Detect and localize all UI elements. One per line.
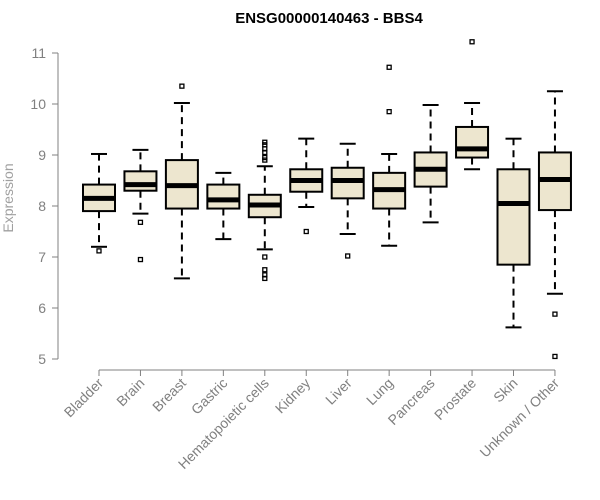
box-lung — [372, 64, 407, 247]
outlier-point — [386, 109, 392, 115]
iqr-box — [330, 166, 365, 200]
y-axis-label: Expression — [0, 163, 16, 232]
outlier-point — [552, 353, 558, 360]
outlier-point — [262, 154, 268, 161]
outlier-point — [137, 256, 144, 263]
iqr-box — [496, 168, 531, 266]
box-prostate — [455, 39, 490, 171]
outlier-point — [469, 39, 475, 45]
iqr-box — [123, 170, 158, 192]
y-tick-label: 11 — [31, 45, 46, 61]
box-unknown-other — [537, 90, 572, 360]
chart-title: ENSG00000140463 - BBS4 — [235, 10, 423, 27]
x-tick-label: Kidney — [272, 375, 314, 417]
outlier-point — [137, 219, 144, 225]
box-brain — [123, 148, 158, 263]
box-liver — [330, 142, 365, 259]
outlier-point — [386, 64, 392, 70]
x-tick-label: Bladder — [61, 375, 107, 421]
box-pancreas — [413, 104, 448, 224]
iqr-box — [455, 125, 490, 159]
outlier-point — [345, 253, 351, 259]
y-tick-label: 10 — [30, 96, 46, 112]
outlier-point — [303, 228, 309, 235]
x-tick-label: Prostate — [431, 375, 479, 423]
outlier-point — [262, 267, 268, 273]
x-tick-label: Liver — [322, 375, 355, 408]
outlier-point — [262, 146, 268, 152]
x-tick-label: Unknown / Other — [476, 375, 562, 461]
box-breast — [164, 83, 199, 280]
box-skin — [496, 137, 531, 329]
outlier-point — [96, 248, 102, 254]
outlier-point — [262, 139, 268, 145]
y-tick-label: 6 — [38, 300, 46, 316]
outlier-point — [262, 272, 268, 278]
x-tick-label: Skin — [490, 375, 521, 406]
outlier-point — [552, 311, 558, 317]
iqr-box — [206, 183, 241, 210]
box-group — [82, 39, 572, 360]
x-tick-label: Brain — [113, 375, 147, 409]
box-hematopoietic-cells — [247, 139, 282, 282]
x-tick-label: Lung — [363, 375, 396, 408]
y-axis: 5 6 7 8 9 10 11 — [30, 45, 59, 367]
y-tick-label: 8 — [38, 198, 46, 214]
outlier-point — [262, 254, 268, 260]
box-kidney — [289, 137, 324, 235]
y-tick-label: 5 — [38, 351, 46, 367]
y-tick-label: 7 — [38, 249, 46, 265]
box-bladder — [82, 152, 116, 254]
x-tick-label: Breast — [149, 375, 189, 415]
outlier-point — [179, 83, 185, 89]
y-tick-label: 9 — [38, 147, 46, 163]
box-gastric — [206, 171, 241, 241]
